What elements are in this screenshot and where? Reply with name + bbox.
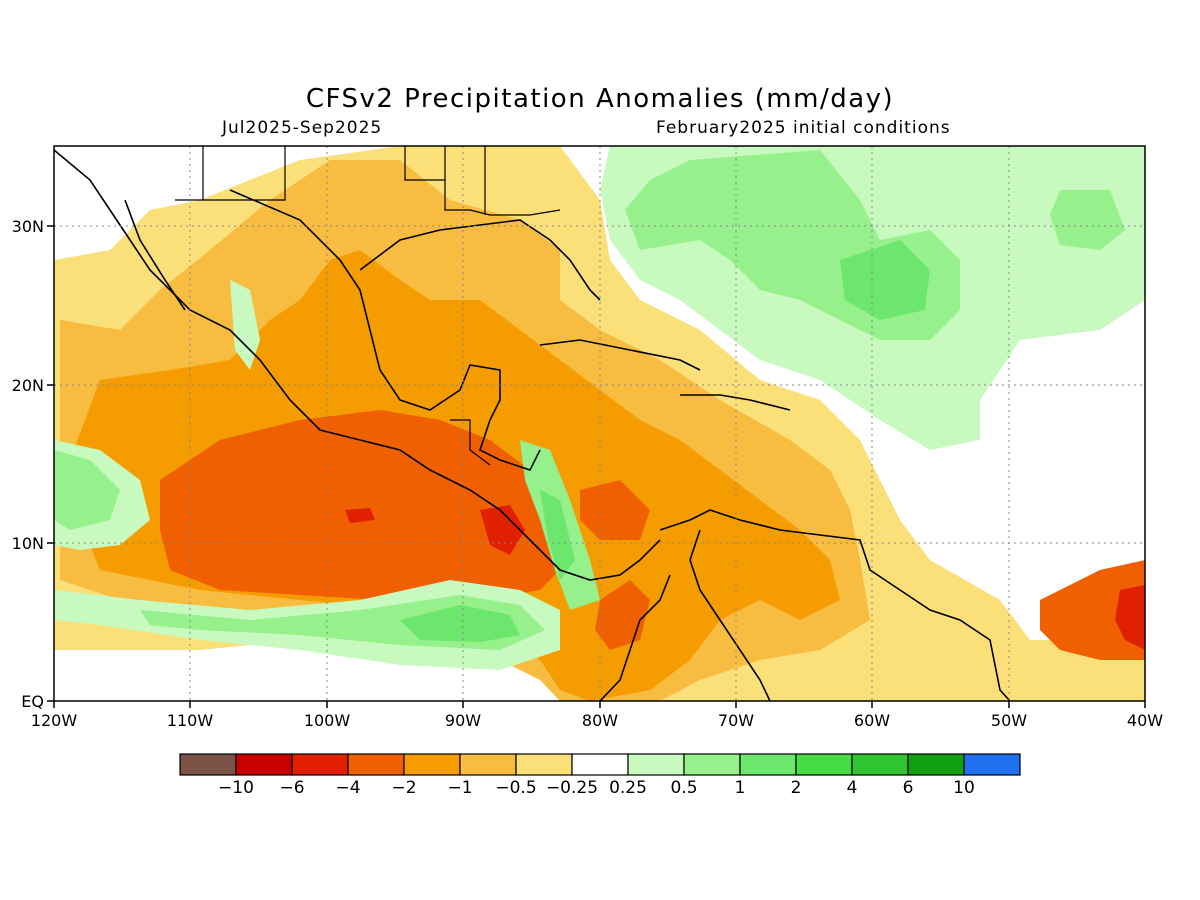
y-tick-label: 30N (12, 217, 44, 236)
colorbar-swatch (347, 753, 405, 776)
initial-conditions-label: February2025 initial conditions (656, 118, 951, 138)
tick-marks (47, 225, 1146, 708)
y-tick-label: EQ (21, 692, 44, 711)
colorbar-label: −4 (335, 778, 360, 798)
x-tick-label: 80W (582, 711, 618, 730)
colorbar-label: −1 (447, 778, 472, 798)
x-tick-label: 100W (304, 711, 351, 730)
colorbar-swatch (515, 753, 573, 776)
colorbar-label: 4 (847, 778, 858, 798)
x-tick-label: 50W (991, 711, 1027, 730)
y-tick-label: 10N (12, 534, 44, 553)
x-tick-label: 70W (718, 711, 754, 730)
map-title: CFSv2 Precipitation Anomalies (mm/day) (305, 84, 895, 114)
colorbar-swatch (459, 753, 517, 776)
y-tick-label: 20N (12, 376, 44, 395)
colorbar-label: 2 (791, 778, 802, 798)
colorbar-label: 10 (953, 778, 975, 798)
colorbar-swatch (683, 753, 741, 776)
colorbar-swatch (739, 753, 797, 776)
coastlines (54, 149, 1011, 701)
x-tick-label: 120W (31, 711, 78, 730)
x-tick-label: 110W (167, 711, 214, 730)
colorbar-swatch (963, 753, 1021, 776)
colorbar-swatch (235, 753, 293, 776)
colorbar-swatch (627, 753, 685, 776)
colorbar-label: −6 (279, 778, 304, 798)
colorbar-swatch (179, 753, 237, 776)
borders (175, 146, 561, 466)
colorbar: −10 −6 −4 −2 −1 −0.5 −0.25 0.25 0.5 1 2 4 6 10 (179, 753, 1021, 798)
x-tick-label: 40W (1127, 711, 1163, 730)
colorbar-label: 0.5 (670, 778, 697, 798)
grid-lines (54, 146, 1145, 701)
colorbar-swatch (907, 753, 965, 776)
colorbar-swatch (851, 753, 909, 776)
colorbar-label: 1 (735, 778, 746, 798)
colorbar-swatch (795, 753, 853, 776)
x-tick-label: 60W (854, 711, 890, 730)
colorbar-swatch (403, 753, 461, 776)
colorbar-swatch (571, 753, 629, 776)
colorbar-label: −10 (218, 778, 254, 798)
colorbar-label: 0.25 (609, 778, 647, 798)
colorbar-label: 6 (903, 778, 914, 798)
colorbar-label: −0.5 (495, 778, 536, 798)
colorbar-label: −0.25 (546, 778, 598, 798)
forecast-period: Jul2025-Sep2025 (222, 118, 383, 138)
colorbar-swatch (291, 753, 349, 776)
colorbar-label: −2 (391, 778, 416, 798)
x-tick-label: 90W (445, 711, 481, 730)
